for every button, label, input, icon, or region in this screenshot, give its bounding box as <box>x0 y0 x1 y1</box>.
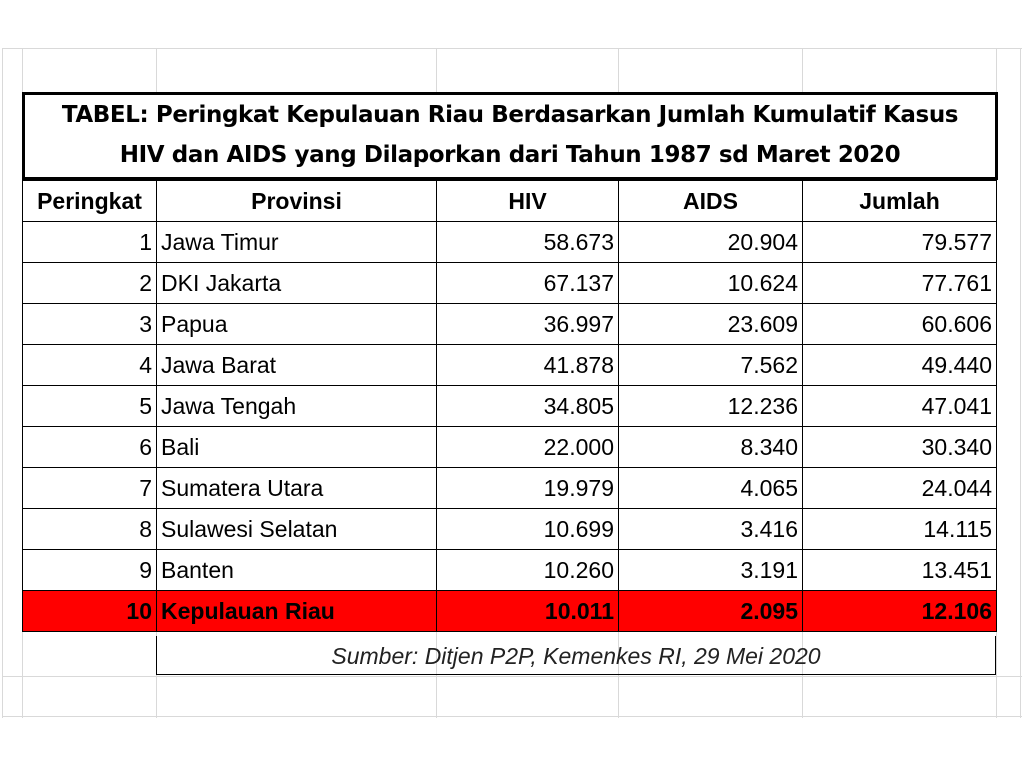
province-cell: Bali <box>156 426 437 468</box>
table-row: 6 Bali 22.000 8.340 30.340 <box>22 426 997 468</box>
aids-cell: 23.609 <box>618 303 803 345</box>
province-cell: Sulawesi Selatan <box>156 508 437 550</box>
header-provinsi: Provinsi <box>156 180 437 222</box>
total-cell: 49.440 <box>802 344 997 386</box>
table-row: 2 DKI Jakarta 67.137 10.624 77.761 <box>22 262 997 304</box>
rank-cell: 10 <box>22 590 157 632</box>
table-row: 5 Jawa Tengah 34.805 12.236 47.041 <box>22 385 997 427</box>
province-cell: Jawa Barat <box>156 344 437 386</box>
hiv-cell: 58.673 <box>436 221 619 263</box>
province-cell: Kepulauan Riau <box>156 590 437 632</box>
rank-cell: 4 <box>22 344 157 386</box>
total-cell: 60.606 <box>802 303 997 345</box>
aids-cell: 10.624 <box>618 262 803 304</box>
hiv-cell: 10.260 <box>436 549 619 591</box>
table-row: 7 Sumatera Utara 19.979 4.065 24.044 <box>22 467 997 509</box>
province-cell: DKI Jakarta <box>156 262 437 304</box>
table-row: 1 Jawa Timur 58.673 20.904 79.577 <box>22 221 997 263</box>
total-cell: 47.041 <box>802 385 997 427</box>
table-row: 9 Banten 10.260 3.191 13.451 <box>22 549 997 591</box>
total-cell: 30.340 <box>802 426 997 468</box>
header-aids: AIDS <box>618 180 803 222</box>
aids-cell: 3.416 <box>618 508 803 550</box>
total-cell: 24.044 <box>802 467 997 509</box>
rank-cell: 1 <box>22 221 157 263</box>
rank-cell: 6 <box>22 426 157 468</box>
highlighted-row: 10 Kepulauan Riau 10.011 2.095 12.106 <box>22 590 997 632</box>
aids-cell: 2.095 <box>618 590 803 632</box>
total-cell: 12.106 <box>802 590 997 632</box>
table-row: 3 Papua 36.997 23.609 60.606 <box>22 303 997 345</box>
rank-cell: 8 <box>22 508 157 550</box>
aids-cell: 12.236 <box>618 385 803 427</box>
title-line-1: TABEL: Peringkat Kepulauan Riau Berdasar… <box>61 102 959 128</box>
header-jumlah: Jumlah <box>802 180 997 222</box>
header-hiv: HIV <box>436 180 619 222</box>
total-cell: 14.115 <box>802 508 997 550</box>
hiv-cell: 67.137 <box>436 262 619 304</box>
aids-cell: 7.562 <box>618 344 803 386</box>
rank-cell: 3 <box>22 303 157 345</box>
total-cell: 13.451 <box>802 549 997 591</box>
rank-cell: 7 <box>22 467 157 509</box>
hiv-cell: 22.000 <box>436 426 619 468</box>
province-cell: Papua <box>156 303 437 345</box>
header-peringkat: Peringkat <box>22 180 157 222</box>
aids-cell: 20.904 <box>618 221 803 263</box>
hiv-cell: 41.878 <box>436 344 619 386</box>
aids-cell: 8.340 <box>618 426 803 468</box>
title-line-2: HIV dan AIDS yang Dilaporkan dari Tahun … <box>119 142 901 168</box>
province-cell: Jawa Tengah <box>156 385 437 427</box>
province-cell: Jawa Timur <box>156 221 437 263</box>
hiv-cell: 10.699 <box>436 508 619 550</box>
total-cell: 79.577 <box>802 221 997 263</box>
table-row: 4 Jawa Barat 41.878 7.562 49.440 <box>22 344 997 386</box>
ranking-table: Peringkat Provinsi HIV AIDS Jumlah 1 Jaw… <box>22 180 997 632</box>
hiv-cell: 10.011 <box>436 590 619 632</box>
rank-cell: 5 <box>22 385 157 427</box>
aids-cell: 3.191 <box>618 549 803 591</box>
table-row: 8 Sulawesi Selatan 10.699 3.416 14.115 <box>22 508 997 550</box>
rank-cell: 2 <box>22 262 157 304</box>
province-cell: Banten <box>156 549 437 591</box>
province-cell: Sumatera Utara <box>156 467 437 509</box>
total-cell: 77.761 <box>802 262 997 304</box>
hiv-cell: 19.979 <box>436 467 619 509</box>
aids-cell: 4.065 <box>618 467 803 509</box>
source-note: Sumber: Ditjen P2P, Kemenkes RI, 29 Mei … <box>156 636 996 675</box>
hiv-cell: 34.805 <box>436 385 619 427</box>
table-title: TABEL: Peringkat Kepulauan Riau Berdasar… <box>22 92 998 180</box>
rank-cell: 9 <box>22 549 157 591</box>
header-row: Peringkat Provinsi HIV AIDS Jumlah <box>22 180 997 222</box>
hiv-cell: 36.997 <box>436 303 619 345</box>
